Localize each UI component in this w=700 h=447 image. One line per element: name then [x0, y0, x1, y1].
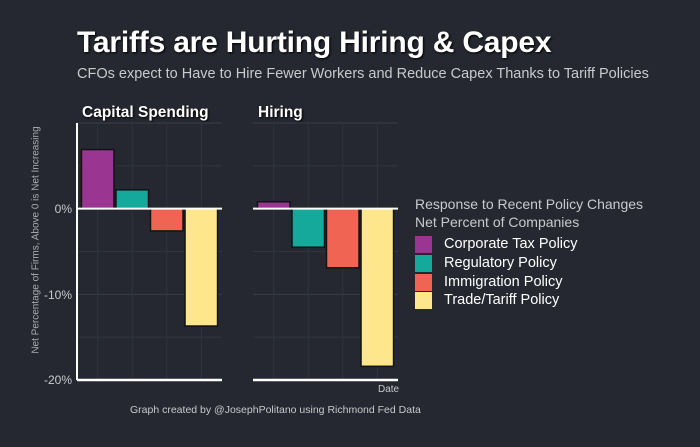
bar-hiring-1 [291, 207, 326, 248]
source-caption: Graph created by @JosephPolitano using R… [130, 404, 421, 416]
legend-item-immigration: Immigration Policy [415, 273, 562, 291]
x-axis-label: Date [378, 384, 400, 395]
legend-title-line1: Response to Recent Policy Changes [415, 196, 644, 212]
legend-item-corporate-tax: Corporate Tax Policy [415, 235, 578, 253]
legend-label: Regulatory Policy [444, 255, 557, 271]
y-tick-label: -20% [43, 373, 72, 387]
bar-hiring-0 [256, 201, 291, 210]
bar-capital-spending-0 [80, 148, 115, 210]
legend-title: Response to Recent Policy Changes Net Pe… [415, 195, 643, 231]
legend-label: Immigration Policy [444, 274, 563, 290]
bar-hiring-3 [360, 207, 395, 368]
legend-item-regulatory: Regulatory Policy [415, 254, 557, 272]
legend-label: Trade/Tariff Policy [444, 292, 560, 308]
y-tick-label: -10% [43, 288, 72, 302]
bar-capital-spending-3 [184, 207, 219, 327]
legend-label: Corporate Tax Policy [444, 236, 578, 252]
bar-capital-spending-1 [115, 189, 150, 210]
facet-title-capital-spending: Capital Spending [82, 104, 209, 121]
legend-swatch [415, 291, 432, 309]
legend-swatch [415, 254, 432, 272]
chart-subtitle: CFOs expect to Have to Hire Fewer Worker… [77, 66, 649, 82]
y-tick-label: 0% [54, 202, 72, 216]
facet-title-hiring: Hiring [258, 104, 303, 121]
legend-title-line2: Net Percent of Companies [415, 214, 580, 230]
legend-swatch [415, 235, 432, 253]
legend-item-trade-tariff: Trade/Tariff Policy [415, 291, 559, 309]
bar-capital-spending-2 [149, 207, 184, 232]
bar-hiring-2 [325, 207, 360, 269]
chart-title: Tariffs are Hurting Hiring & Capex [77, 26, 552, 59]
legend-swatch [415, 273, 432, 291]
